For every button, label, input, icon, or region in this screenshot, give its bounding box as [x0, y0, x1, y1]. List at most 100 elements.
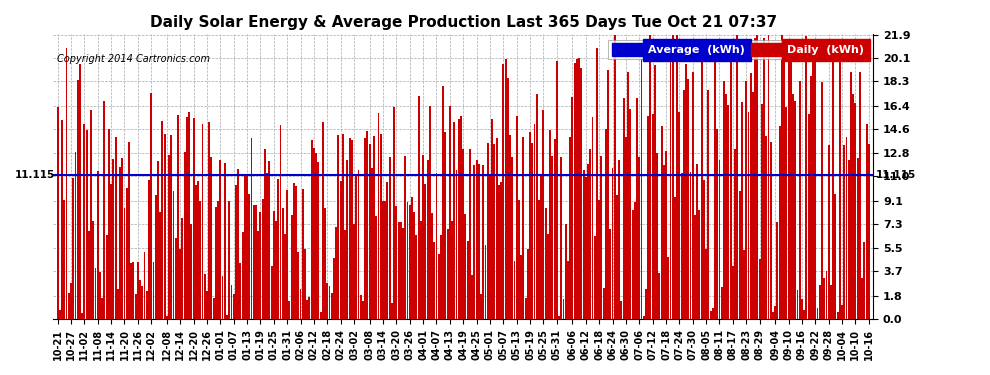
Bar — [453, 122, 455, 319]
Bar — [217, 201, 219, 319]
Bar — [493, 144, 495, 319]
Bar — [754, 38, 756, 319]
Bar — [705, 249, 707, 319]
Bar — [783, 46, 785, 319]
Bar — [427, 160, 429, 319]
Bar — [204, 274, 206, 319]
Bar — [261, 199, 263, 319]
Bar — [304, 249, 306, 319]
Bar — [175, 238, 176, 319]
Bar — [382, 201, 384, 319]
Bar — [211, 158, 212, 319]
Bar — [808, 114, 810, 319]
Bar — [683, 90, 685, 319]
Bar — [348, 138, 350, 319]
Bar — [88, 231, 90, 319]
Bar — [502, 64, 504, 319]
Bar — [199, 201, 201, 319]
Bar — [231, 285, 233, 319]
Text: Copyright 2014 Cartronics.com: Copyright 2014 Cartronics.com — [57, 54, 210, 64]
Bar — [313, 148, 315, 319]
Bar — [238, 170, 239, 319]
Bar — [166, 316, 167, 319]
Bar — [569, 137, 571, 319]
Bar — [819, 285, 821, 319]
Bar — [538, 201, 540, 319]
Bar — [582, 170, 584, 319]
Bar — [790, 49, 792, 319]
Bar — [667, 257, 669, 319]
Bar — [279, 125, 281, 319]
Bar — [197, 181, 199, 319]
Bar — [362, 301, 364, 319]
Bar — [152, 262, 154, 319]
Bar — [373, 136, 375, 319]
Bar — [763, 38, 765, 319]
Bar — [469, 149, 471, 319]
Bar — [336, 228, 338, 319]
Title: Daily Solar Energy & Average Production Last 365 Days Tue Oct 21 07:37: Daily Solar Energy & Average Production … — [149, 15, 777, 30]
Bar — [520, 255, 522, 319]
Bar — [735, 149, 736, 319]
Bar — [541, 174, 543, 319]
Bar — [484, 245, 486, 319]
Bar — [656, 153, 658, 319]
Bar — [703, 180, 705, 319]
Bar — [842, 304, 843, 319]
Bar — [498, 185, 500, 319]
Bar — [863, 242, 865, 319]
Bar — [859, 72, 861, 319]
Bar — [714, 61, 716, 319]
Bar — [359, 295, 361, 319]
Bar — [462, 149, 464, 319]
Bar — [142, 286, 144, 319]
Text: 11.115: 11.115 — [875, 170, 916, 180]
Bar — [591, 117, 593, 319]
Bar — [487, 143, 489, 319]
Bar — [157, 161, 158, 319]
Bar — [322, 122, 324, 319]
Bar — [242, 232, 244, 319]
Bar — [213, 298, 215, 319]
Bar — [564, 224, 566, 319]
Bar — [824, 278, 826, 319]
Bar — [400, 222, 402, 319]
Bar — [546, 234, 548, 319]
Bar — [346, 160, 348, 319]
Bar — [402, 228, 404, 319]
Bar — [756, 34, 758, 319]
Bar — [331, 293, 333, 319]
Bar — [226, 315, 228, 319]
Bar — [815, 60, 817, 319]
Bar — [438, 254, 440, 319]
Bar — [300, 289, 302, 319]
Bar — [812, 57, 814, 319]
Bar — [610, 229, 611, 319]
Bar — [692, 72, 694, 319]
Bar — [56, 107, 58, 319]
Bar — [425, 184, 427, 319]
Bar — [215, 207, 217, 319]
Bar — [309, 297, 311, 319]
Bar — [247, 174, 248, 319]
Bar — [770, 142, 771, 319]
Bar — [329, 286, 331, 319]
Bar — [628, 72, 629, 319]
Bar — [801, 298, 803, 319]
Bar — [306, 300, 308, 319]
Bar — [854, 103, 856, 319]
Bar — [835, 194, 837, 319]
Bar — [601, 156, 602, 319]
Bar — [847, 160, 849, 319]
Bar — [128, 142, 130, 319]
Bar — [302, 189, 304, 319]
Bar — [240, 263, 242, 319]
Bar — [355, 175, 357, 319]
Bar — [460, 116, 462, 319]
Bar — [364, 138, 366, 319]
Bar — [623, 98, 625, 319]
Bar — [810, 76, 812, 319]
Bar — [407, 202, 409, 319]
Bar — [696, 164, 698, 319]
Bar — [68, 293, 69, 319]
